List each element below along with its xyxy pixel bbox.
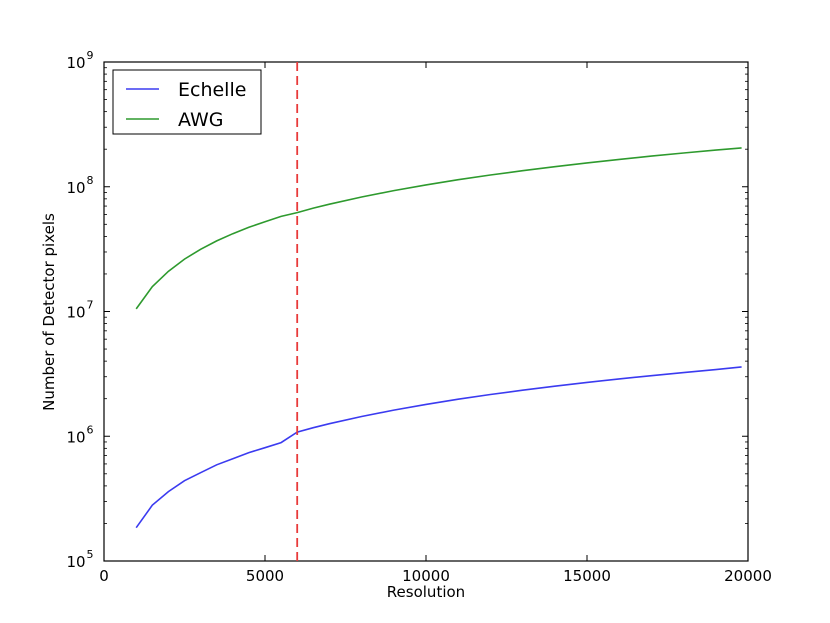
x-tick-label: 0 — [99, 567, 109, 585]
y-axis-label: Number of Detector pixels — [40, 213, 58, 411]
legend-label-echelle: Echelle — [178, 79, 246, 101]
plot-area — [103, 61, 749, 562]
x-tick-label: 20000 — [724, 567, 772, 585]
x-tick-label: 10000 — [402, 567, 450, 585]
y-tick-label: 10 — [66, 304, 85, 322]
y-tick-label: 10 — [66, 54, 85, 72]
y-tick-exponent: 9 — [87, 49, 94, 62]
y-tick-exponent: 7 — [87, 299, 94, 312]
y-tick-label: 10 — [66, 179, 85, 197]
series-line-echelle — [135, 366, 742, 529]
legend-label-awg: AWG — [178, 109, 223, 131]
y-tick-exponent: 8 — [87, 174, 94, 187]
legend: Echelle AWG — [112, 69, 262, 135]
y-tick-label: 10 — [66, 428, 85, 446]
legend-box — [112, 69, 262, 135]
x-axis-label: Resolution — [387, 583, 465, 601]
x-axis-ticks: 0 5000 10000 15000 20000 — [99, 62, 772, 585]
series-line-awg — [135, 147, 742, 310]
y-tick-exponent: 6 — [87, 423, 94, 436]
series-layer — [135, 147, 742, 529]
x-tick-label: 15000 — [563, 567, 611, 585]
y-tick-exponent: 5 — [87, 548, 94, 561]
x-tick-label: 5000 — [246, 567, 284, 585]
y-tick-label: 10 — [66, 553, 85, 571]
